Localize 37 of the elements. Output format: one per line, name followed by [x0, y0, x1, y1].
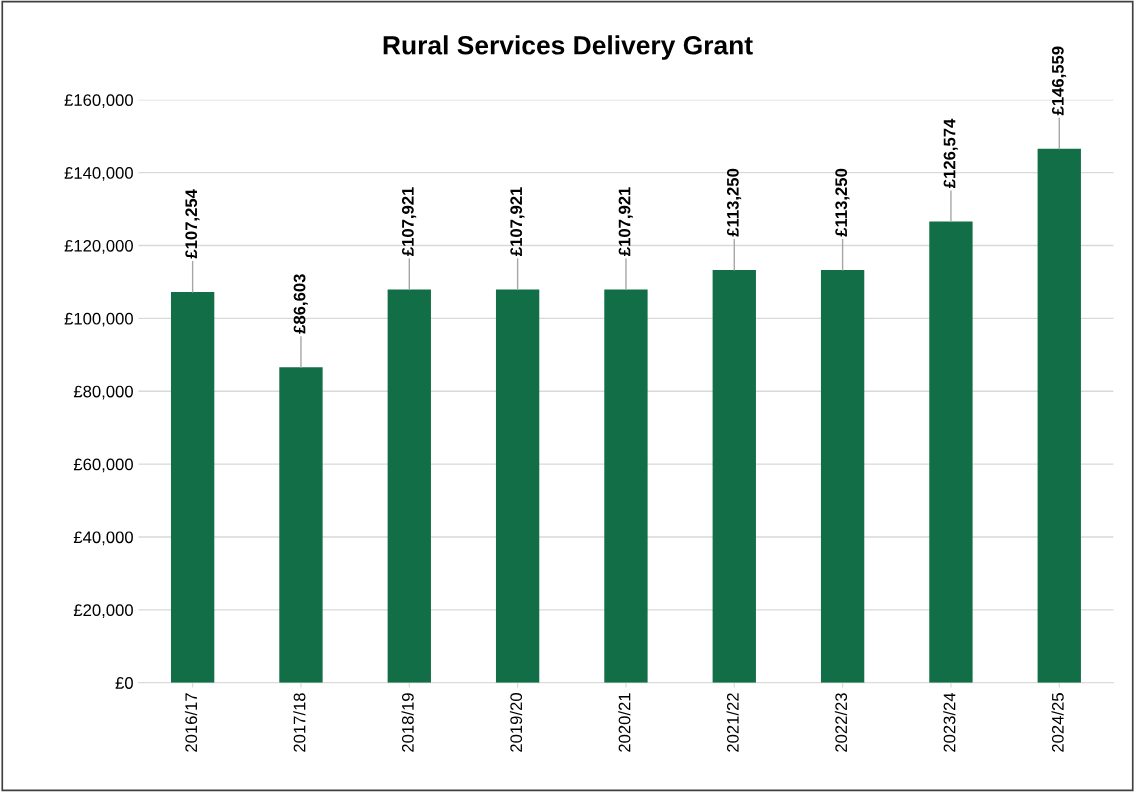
data-label: £107,921 — [510, 187, 525, 257]
data-label: £113,250 — [726, 168, 742, 237]
x-tick-label: 2021/22 — [726, 693, 739, 752]
x-tick-label: 2020/21 — [618, 693, 631, 752]
data-label: £107,921 — [618, 187, 633, 257]
x-tick-label: 2023/24 — [943, 692, 956, 752]
bar — [495, 289, 540, 683]
bar — [170, 291, 215, 683]
y-tick-label: £40,000 — [73, 531, 133, 546]
y-tick-label: £160,000 — [64, 94, 133, 108]
y-tick-label: £120,000 — [64, 239, 133, 254]
y-tick-label: £100,000 — [64, 312, 133, 327]
y-tick-label: £80,000 — [73, 385, 133, 400]
bar — [929, 221, 973, 683]
data-label: £86,603 — [293, 274, 308, 334]
data-label: £146,559 — [1051, 46, 1067, 116]
x-tick-label: 2017/18 — [293, 693, 306, 752]
data-label: £126,574 — [943, 118, 958, 189]
data-label: £107,254 — [185, 189, 200, 259]
chart-title: Rural Services Delivery Grant — [383, 35, 753, 60]
x-tick-label: 2024/25 — [1051, 693, 1064, 752]
y-tick-label: £0 — [115, 677, 133, 689]
data-label: £113,250 — [835, 168, 850, 237]
x-tick-label: 2018/19 — [401, 693, 414, 752]
y-tick-label: £140,000 — [64, 167, 133, 181]
y-tick-label: £20,000 — [73, 604, 133, 619]
x-tick-label: 2022/23 — [834, 693, 848, 752]
bar — [1037, 148, 1081, 683]
x-tick-label: 2019/20 — [509, 693, 523, 752]
x-tick-label: 2016/17 — [184, 693, 198, 752]
bar — [279, 367, 323, 683]
bar — [604, 289, 648, 683]
bar — [387, 289, 431, 683]
bar — [712, 270, 756, 683]
data-label: £107,921 — [401, 187, 417, 257]
y-tick-label: £60,000 — [73, 458, 133, 473]
bar — [820, 270, 865, 683]
